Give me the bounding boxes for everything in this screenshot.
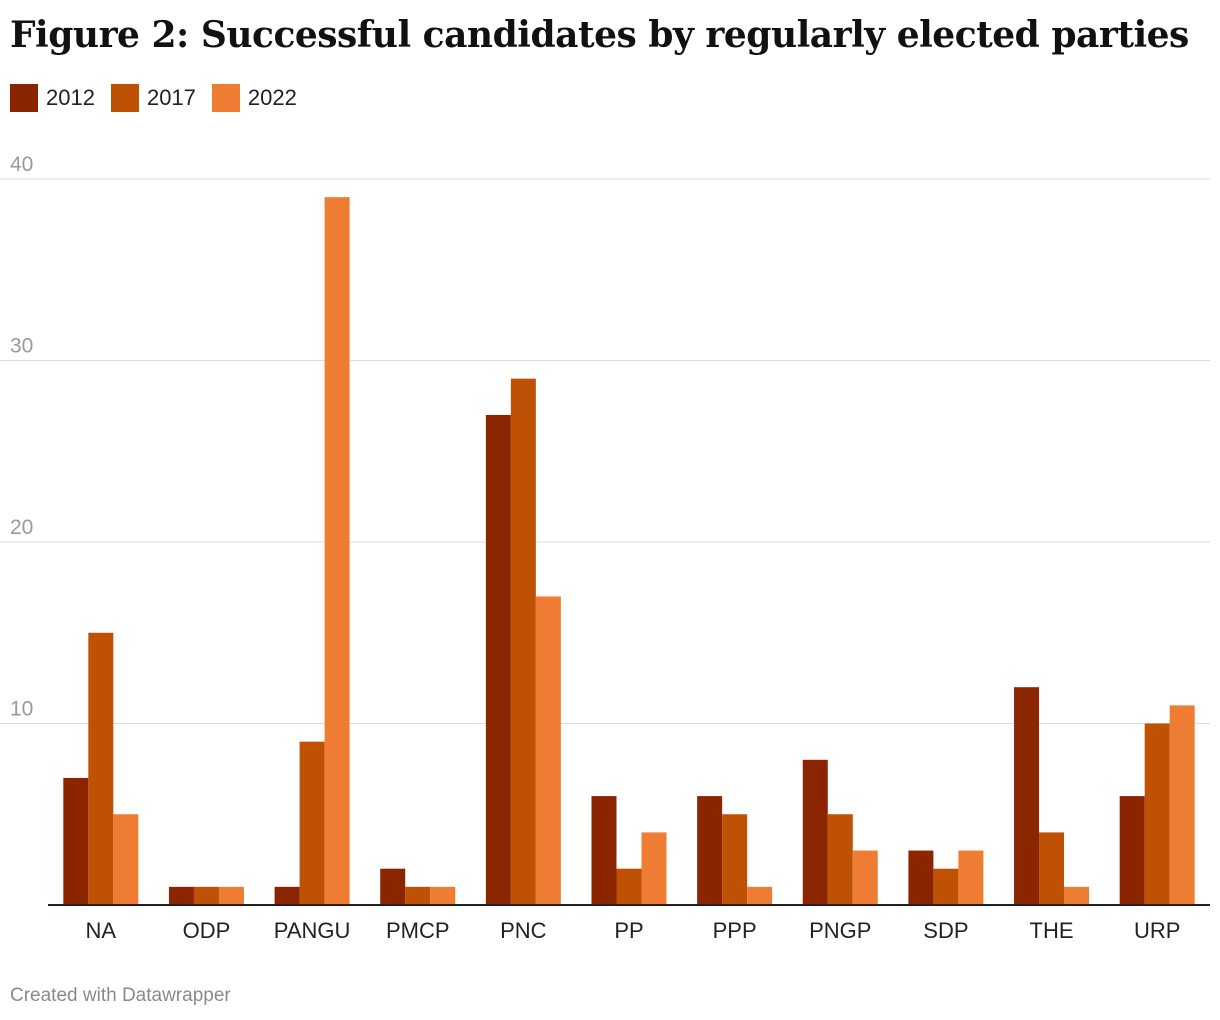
bar-pmcp-2017 xyxy=(405,886,431,905)
bar-ppp-2012 xyxy=(697,796,723,905)
legend-swatch-2022 xyxy=(211,84,240,112)
bar-na-2012 xyxy=(63,777,89,905)
bar-odp-2022 xyxy=(218,886,244,905)
bar-pmcp-2012 xyxy=(380,868,406,905)
bar-pngp-2012 xyxy=(802,759,828,905)
bar-pp-2017 xyxy=(616,868,642,905)
chart-title: Figure 2: Successful candidates by regul… xyxy=(10,14,1189,56)
legend-item-2022: 2022 xyxy=(211,84,297,112)
bar-pnc-2022 xyxy=(535,596,561,905)
bar-urp-2017 xyxy=(1144,723,1170,905)
credit-footer: Created with Datawrapper xyxy=(10,985,231,1006)
bar-pp-2012 xyxy=(591,796,617,905)
x-tick-label: SDP xyxy=(923,918,968,943)
bar-pngp-2017 xyxy=(827,814,853,905)
bar-sdp-2017 xyxy=(933,868,959,905)
x-tick-label: PPP xyxy=(713,918,757,943)
bar-odp-2017 xyxy=(193,886,219,905)
bar-pangu-2012 xyxy=(274,886,300,905)
bar-pnc-2017 xyxy=(510,378,536,905)
bar-sdp-2012 xyxy=(908,850,934,905)
x-tick-label: PMCP xyxy=(386,918,450,943)
bar-the-2012 xyxy=(1014,687,1040,905)
bar-the-2017 xyxy=(1039,832,1065,905)
bar-ppp-2017 xyxy=(722,814,748,905)
x-tick-label: PANGU xyxy=(274,918,351,943)
bar-na-2017 xyxy=(88,632,114,905)
y-tick-label: 30 xyxy=(10,335,33,358)
legend: 2012 2017 2022 xyxy=(10,84,297,112)
bar-urp-2012 xyxy=(1119,796,1145,905)
bar-sdp-2022 xyxy=(958,850,984,905)
legend-label-2022: 2022 xyxy=(247,85,297,110)
bar-pngp-2022 xyxy=(852,850,878,905)
legend-swatch-2012 xyxy=(10,84,38,112)
x-tick-label: PP xyxy=(614,918,643,943)
y-tick-label: 20 xyxy=(10,516,33,539)
x-tick-label: URP xyxy=(1134,918,1180,943)
bar-pp-2022 xyxy=(641,832,667,905)
x-tick-label: PNGP xyxy=(809,918,871,943)
bar-urp-2022 xyxy=(1169,705,1195,905)
bar-ppp-2022 xyxy=(747,886,773,905)
legend-item-2017: 2017 xyxy=(110,84,196,112)
bar-pnc-2012 xyxy=(485,414,511,905)
bar-pangu-2017 xyxy=(299,741,325,905)
x-tick-label: NA xyxy=(86,918,117,943)
y-tick-label: 10 xyxy=(10,698,33,721)
bar-pmcp-2022 xyxy=(430,886,456,905)
bar-the-2022 xyxy=(1064,886,1090,905)
x-tick-label: ODP xyxy=(183,918,231,943)
legend-label-2017: 2017 xyxy=(146,85,196,110)
bar-pangu-2022 xyxy=(324,197,350,905)
legend-label-2012: 2012 xyxy=(46,85,95,110)
x-tick-label: THE xyxy=(1030,918,1074,943)
bar-odp-2012 xyxy=(168,886,194,905)
legend-item-2012: 2012 xyxy=(10,84,95,112)
legend-swatch-2017 xyxy=(110,84,139,112)
y-tick-label: 40 xyxy=(10,153,33,176)
x-tick-label: PNC xyxy=(500,918,547,943)
bar-na-2022 xyxy=(113,814,139,905)
